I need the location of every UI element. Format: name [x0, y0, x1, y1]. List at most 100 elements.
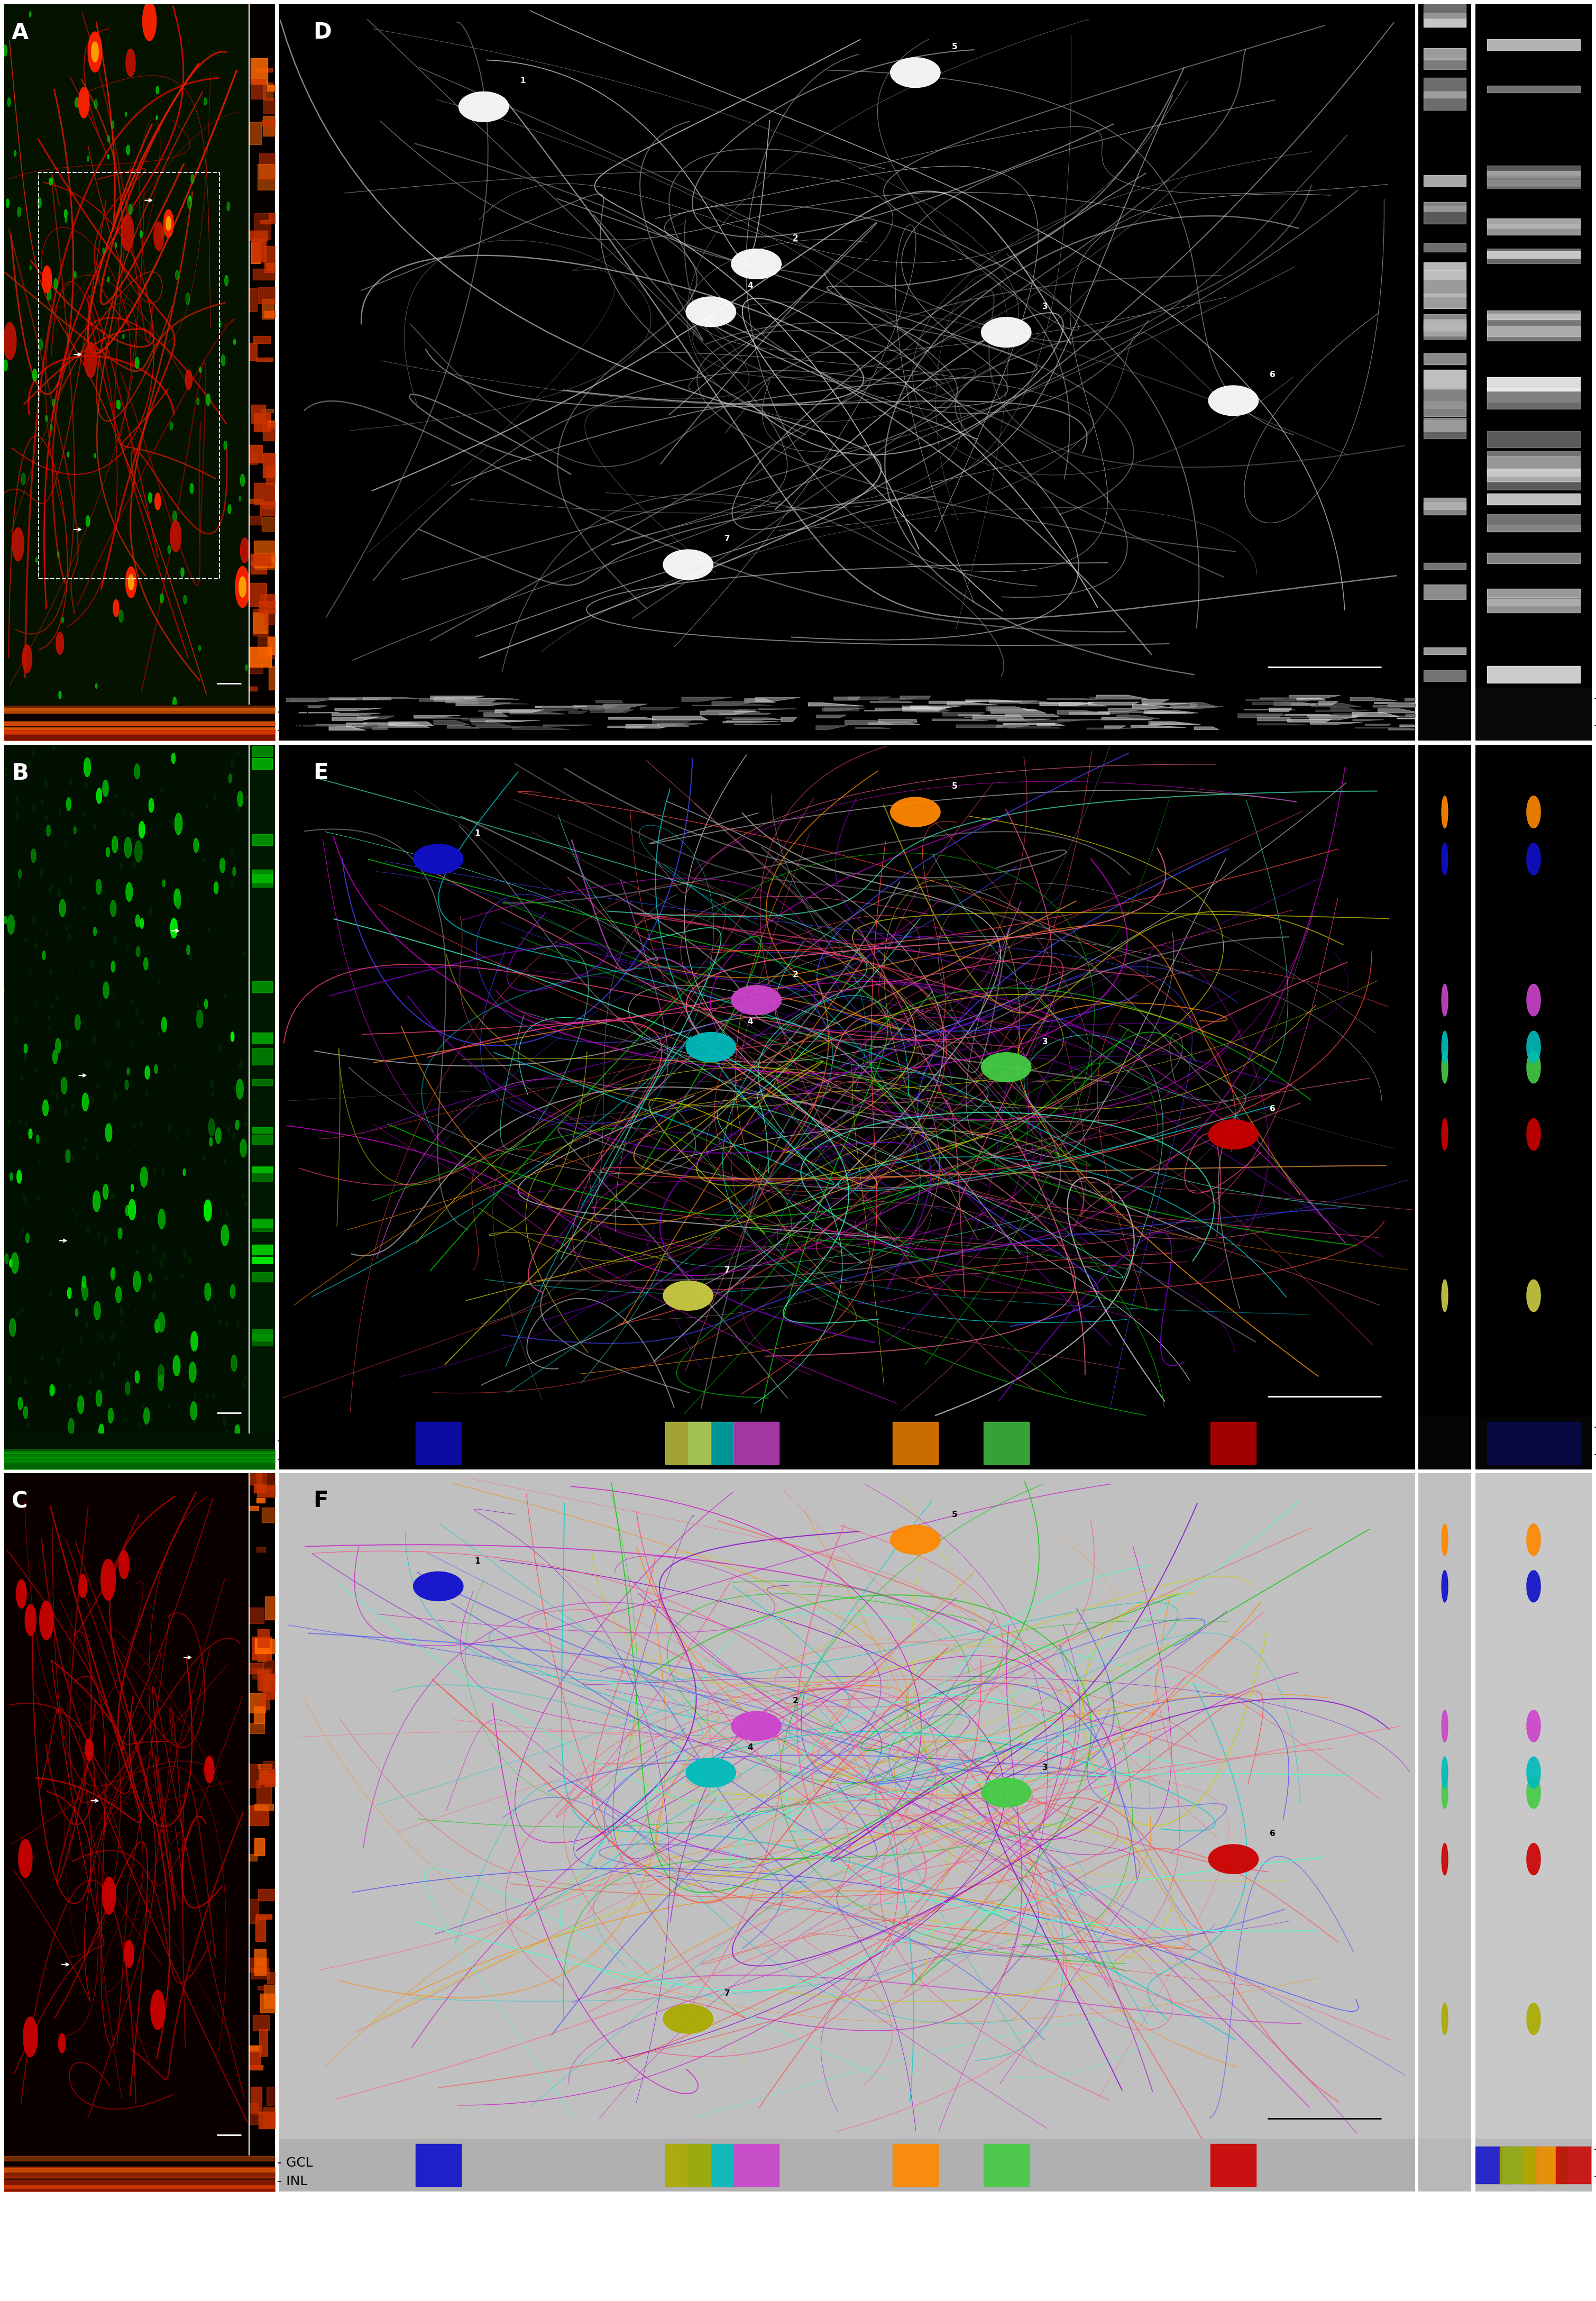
- Polygon shape: [93, 824, 96, 831]
- Polygon shape: [78, 1397, 85, 1413]
- Polygon shape: [78, 87, 89, 117]
- Text: 2: 2: [793, 1696, 798, 1705]
- Polygon shape: [10, 1174, 13, 1180]
- Polygon shape: [93, 1035, 96, 1042]
- Polygon shape: [112, 962, 115, 971]
- Polygon shape: [212, 1093, 214, 1098]
- Polygon shape: [105, 1123, 112, 1141]
- Polygon shape: [184, 596, 187, 603]
- Polygon shape: [140, 230, 142, 237]
- Polygon shape: [38, 198, 41, 207]
- Text: 6: 6: [1270, 1829, 1275, 1838]
- Polygon shape: [104, 1238, 107, 1245]
- Text: - GCL: - GCL: [1594, 1420, 1596, 1434]
- Polygon shape: [67, 798, 72, 810]
- Polygon shape: [69, 1383, 72, 1390]
- Polygon shape: [172, 1355, 180, 1376]
- Polygon shape: [686, 1758, 736, 1788]
- Polygon shape: [209, 1137, 212, 1146]
- Polygon shape: [239, 1139, 247, 1157]
- Polygon shape: [24, 1378, 27, 1385]
- Polygon shape: [101, 1335, 102, 1339]
- Polygon shape: [21, 1075, 22, 1079]
- Polygon shape: [128, 1199, 136, 1220]
- Polygon shape: [65, 1107, 67, 1114]
- Polygon shape: [235, 566, 249, 607]
- Polygon shape: [155, 492, 161, 511]
- Polygon shape: [102, 780, 109, 796]
- Polygon shape: [99, 1424, 104, 1438]
- Polygon shape: [148, 798, 153, 812]
- Polygon shape: [164, 209, 174, 237]
- Polygon shape: [19, 1838, 32, 1878]
- Text: A: A: [11, 21, 29, 44]
- Polygon shape: [67, 934, 70, 941]
- Polygon shape: [40, 870, 43, 877]
- Polygon shape: [57, 888, 61, 897]
- Polygon shape: [231, 1355, 236, 1371]
- Polygon shape: [14, 150, 16, 156]
- Polygon shape: [86, 515, 89, 527]
- Polygon shape: [16, 1578, 27, 1608]
- Polygon shape: [107, 154, 109, 159]
- Polygon shape: [1441, 2002, 1448, 2034]
- Polygon shape: [190, 483, 193, 492]
- Polygon shape: [196, 1003, 200, 1008]
- Polygon shape: [53, 746, 54, 750]
- Polygon shape: [225, 276, 228, 285]
- Polygon shape: [21, 474, 26, 486]
- Text: 4: 4: [747, 1017, 753, 1026]
- Polygon shape: [1527, 1052, 1540, 1084]
- Polygon shape: [85, 1740, 93, 1760]
- Polygon shape: [209, 1118, 215, 1137]
- Polygon shape: [41, 267, 51, 292]
- Polygon shape: [37, 1134, 40, 1144]
- Polygon shape: [1527, 1031, 1540, 1063]
- Polygon shape: [246, 1121, 247, 1127]
- Polygon shape: [78, 1574, 88, 1597]
- Polygon shape: [75, 1015, 80, 1031]
- Polygon shape: [65, 925, 67, 932]
- Polygon shape: [140, 1121, 142, 1125]
- Polygon shape: [136, 1371, 139, 1383]
- Polygon shape: [48, 888, 51, 895]
- Text: 7: 7: [725, 1266, 729, 1275]
- Text: 1: 1: [474, 831, 480, 838]
- Polygon shape: [236, 1121, 239, 1130]
- Polygon shape: [22, 1226, 24, 1233]
- Polygon shape: [57, 1358, 59, 1364]
- Polygon shape: [184, 1169, 185, 1176]
- Polygon shape: [65, 1150, 70, 1162]
- Polygon shape: [246, 1201, 247, 1206]
- Polygon shape: [171, 520, 182, 552]
- Polygon shape: [41, 1355, 43, 1360]
- Polygon shape: [112, 120, 113, 129]
- Polygon shape: [32, 805, 35, 812]
- Polygon shape: [53, 1385, 56, 1394]
- Polygon shape: [101, 1371, 104, 1378]
- Polygon shape: [192, 175, 195, 184]
- Text: 5: 5: [951, 782, 958, 792]
- Polygon shape: [83, 812, 85, 817]
- Polygon shape: [239, 578, 246, 598]
- Polygon shape: [107, 136, 110, 143]
- Polygon shape: [204, 97, 206, 106]
- Polygon shape: [113, 1360, 115, 1367]
- Text: D: D: [313, 21, 332, 44]
- Text: 6: 6: [1270, 370, 1275, 380]
- Polygon shape: [1208, 387, 1258, 416]
- Polygon shape: [136, 916, 140, 927]
- Polygon shape: [686, 297, 736, 327]
- Polygon shape: [163, 879, 164, 886]
- Polygon shape: [91, 1095, 94, 1102]
- Polygon shape: [53, 1049, 57, 1063]
- Polygon shape: [731, 1712, 782, 1740]
- Polygon shape: [45, 1100, 48, 1104]
- Polygon shape: [30, 849, 37, 863]
- Polygon shape: [223, 442, 227, 449]
- Polygon shape: [131, 1185, 134, 1192]
- Polygon shape: [1441, 796, 1448, 828]
- Polygon shape: [136, 1008, 139, 1015]
- Polygon shape: [140, 1167, 148, 1187]
- Polygon shape: [891, 796, 940, 826]
